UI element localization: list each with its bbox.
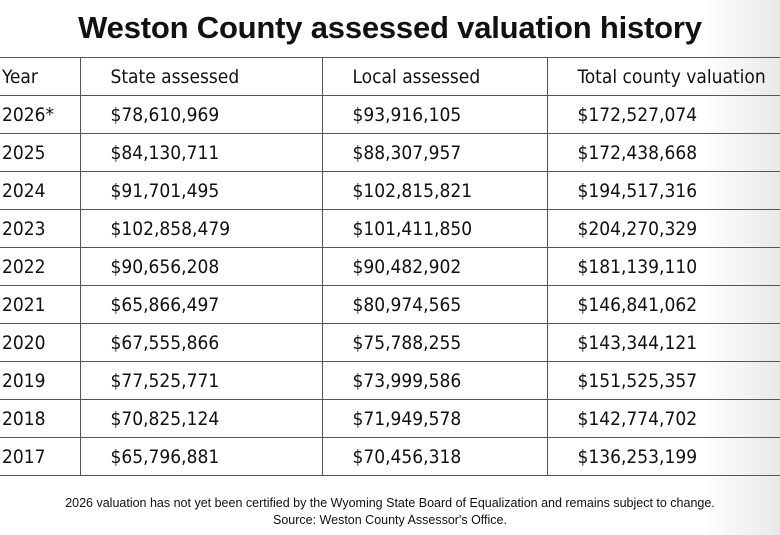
- table-cell: $90,482,902: [321, 247, 547, 286]
- table-row: 2024 $91,701,495 $102,815,821 $194,517,316: [0, 171, 780, 210]
- table-cell: $75,788,255: [321, 323, 547, 362]
- table-row: 2017 $65,796,881 $70,456,318 $136,253,199: [0, 437, 780, 476]
- table-cell: $142,774,702: [546, 399, 780, 438]
- table-cell: $172,527,074: [546, 95, 780, 134]
- table-cell: $77,525,771: [79, 361, 322, 400]
- table-cell: $78,610,969: [79, 95, 322, 134]
- column-header: Year: [0, 57, 80, 96]
- table-row: 2021 $65,866,497 $80,974,565 $146,841,062: [0, 285, 780, 324]
- table-cell: $101,411,850: [321, 209, 547, 248]
- table-cell: $93,916,105: [321, 95, 547, 134]
- table-row: 2020 $67,555,866 $75,788,255 $143,344,121: [0, 323, 780, 362]
- table-cell: 2019: [0, 361, 80, 400]
- title: Weston County assessed valuation history: [78, 10, 702, 45]
- table-cell: $194,517,316: [546, 171, 780, 210]
- table-cell: $91,701,495: [79, 171, 322, 210]
- table-cell: $65,866,497: [79, 285, 322, 324]
- table-row: 2019 $77,525,771 $73,999,586 $151,525,357: [0, 361, 780, 400]
- table-cell: $71,949,578: [321, 399, 547, 438]
- table-cell: 2023: [0, 209, 80, 248]
- column-header: Local assessed: [321, 57, 547, 96]
- table-row: 2025 $84,130,711 $88,307,957 $172,438,668: [0, 133, 780, 172]
- table-cell: $146,841,062: [546, 285, 780, 324]
- source: Source: Weston County Assessor's Office.: [273, 513, 507, 527]
- table-cell: 2017: [0, 437, 80, 476]
- table-cell: $70,456,318: [321, 437, 547, 476]
- table-cell: $204,270,329: [546, 209, 780, 248]
- table-row: 2026* $78,610,969 $93,916,105 $172,527,074: [0, 95, 780, 134]
- table-cell: $80,974,565: [321, 285, 547, 324]
- column-header: Total county valuation: [546, 57, 780, 96]
- table-cell: 2024: [0, 171, 80, 210]
- table-cell: 2025: [0, 133, 80, 172]
- table-cell: $172,438,668: [546, 133, 780, 172]
- table-cell: $84,130,711: [79, 133, 322, 172]
- table-cell: $143,344,121: [546, 323, 780, 362]
- column-header: State assessed: [79, 57, 322, 96]
- table-cell: $151,525,357: [546, 361, 780, 400]
- table-cell: $90,656,208: [79, 247, 322, 286]
- table-cell: $102,858,479: [79, 209, 322, 248]
- table-cell: $102,815,821: [321, 171, 547, 210]
- table-cell: $70,825,124: [79, 399, 322, 438]
- table-cell: $65,796,881: [79, 437, 322, 476]
- table-cell: $181,139,110: [546, 247, 780, 286]
- table-cell: $73,999,586: [321, 361, 547, 400]
- table-row: 2022 $90,656,208 $90,482,902 $181,139,110: [0, 247, 780, 286]
- table-cell: 2021: [0, 285, 80, 324]
- table-cell: 2018: [0, 399, 80, 438]
- table-cell: 2022: [0, 247, 80, 286]
- table-cell: $136,253,199: [546, 437, 780, 476]
- valuation-table: Year State assessed Local assessed Total co…: [0, 57, 780, 476]
- table-row: 2018 $70,825,124 $71,949,578 $142,774,702: [0, 399, 780, 438]
- table-cell: $88,307,957: [321, 133, 547, 172]
- table-cell: 2026*: [0, 95, 80, 134]
- footnote: 2026 valuation has not yet been certifie…: [65, 496, 715, 510]
- table-cell: $67,555,866: [79, 323, 322, 362]
- table-cell: 2020: [0, 323, 80, 362]
- header-row: Year State assessed Local assessed Total co…: [0, 57, 780, 96]
- table-row: 2023 $102,858,479 $101,411,850 $204,270,329: [0, 209, 780, 248]
